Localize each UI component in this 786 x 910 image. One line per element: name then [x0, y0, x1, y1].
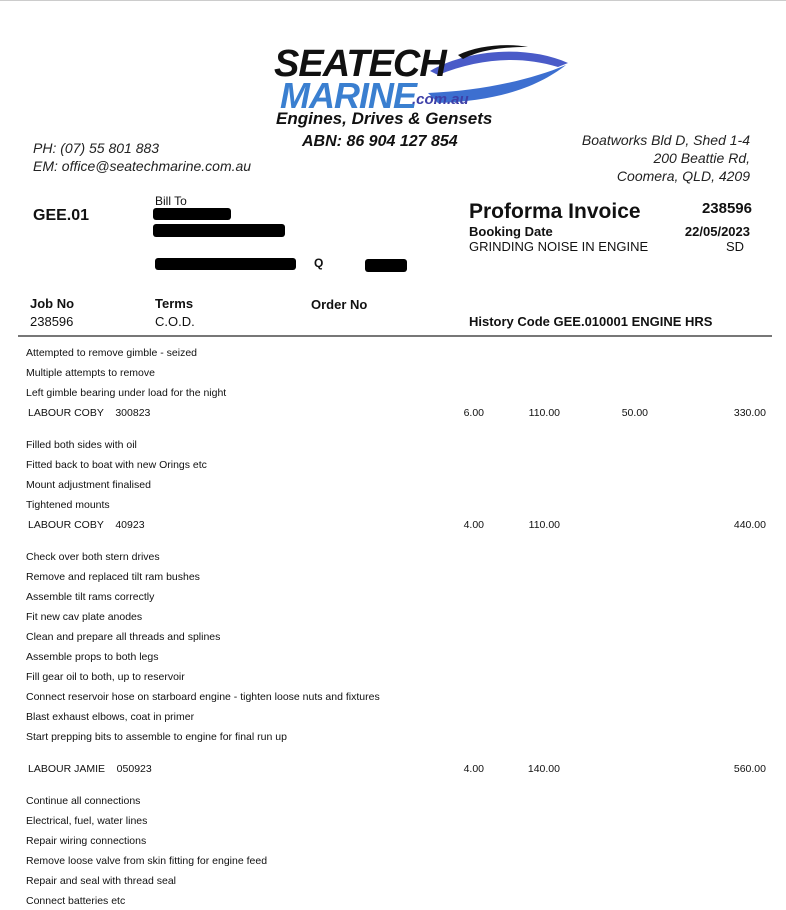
redacted-postcode — [365, 259, 407, 272]
work-line: Repair wiring connections — [26, 835, 147, 847]
work-line: Remove and replaced tilt ram bushes — [26, 571, 200, 583]
work-line: Multiple attempts to remove — [26, 367, 155, 379]
booking-date-label: Booking Date — [469, 224, 553, 239]
work-line: Filled both sides with oil — [26, 439, 137, 451]
company-logo: SEATECH MARINE .com.au Engines, Drives &… — [270, 41, 580, 151]
labour-hours: 6.00 — [463, 407, 484, 419]
labour-total: 330.00 — [733, 407, 766, 419]
work-line: Tightened mounts — [26, 499, 110, 511]
work-line: Start prepping bits to assemble to engin… — [26, 731, 287, 743]
labour-hours: 4.00 — [463, 519, 484, 531]
address-line: Boatworks Bld D, Shed 1-4 — [581, 132, 750, 148]
labour-extra: 50.00 — [621, 407, 648, 419]
work-line: Blast exhaust elbows, coat in primer — [26, 711, 195, 723]
work-line: Mount adjustment finalised — [26, 479, 151, 491]
labour-row: LABOUR JAMIE 050923 4.00 140.00 560.00 — [26, 759, 768, 779]
address-line: 200 Beattie Rd, — [653, 150, 750, 166]
work-line: Assemble props to both legs — [26, 651, 159, 663]
job-no-label: Job No — [30, 296, 75, 311]
work-line: Fitted back to boat with new Orings etc — [26, 459, 207, 471]
logo-text: SEATECH — [274, 43, 447, 85]
work-line: Fill gear oil to both, up to reservoir — [26, 671, 185, 683]
work-group: Attempted to remove gimble - seized Multi… — [26, 343, 768, 423]
labour-description: LABOUR COBY 40923 — [28, 519, 145, 531]
job-description: GRINDING NOISE IN ENGINE — [469, 239, 649, 254]
tagline: Engines, Drives & Gensets — [276, 109, 493, 128]
labour-description: LABOUR JAMIE 050923 — [28, 763, 152, 775]
work-group: Continue all connections Electrical, fuel… — [26, 791, 768, 910]
redacted-street — [153, 224, 285, 237]
labour-row: LABOUR COBY 40923 4.00 110.00 440.00 — [26, 515, 768, 535]
bill-to-label: Bill To — [155, 194, 187, 208]
work-line: Connect reservoir hose on starboard engi… — [26, 691, 380, 703]
work-line: Attempted to remove gimble - seized — [26, 347, 197, 359]
document-title: Proforma Invoice — [469, 200, 641, 223]
redacted-suburb — [155, 258, 296, 270]
divider — [18, 335, 772, 337]
labour-description: LABOUR COBY 300823 — [28, 407, 151, 419]
work-line: Assemble tilt rams correctly — [26, 591, 155, 603]
redacted-name — [153, 208, 231, 220]
work-line: Repair and seal with thread seal — [26, 875, 177, 887]
history-code: History Code GEE.010001 ENGINE HRS — [469, 314, 713, 329]
email: EM: office@seatechmarine.com.au — [33, 158, 252, 174]
state: Q — [314, 256, 324, 270]
work-line: Continue all connections — [26, 795, 141, 807]
labour-rate: 110.00 — [528, 519, 560, 531]
labour-rate: 110.00 — [528, 407, 560, 419]
terms: C.O.D. — [155, 314, 195, 329]
work-line: Check over both stern drives — [26, 551, 160, 563]
work-group: Filled both sides with oil Fitted back to… — [26, 435, 768, 535]
order-no-label: Order No — [311, 297, 368, 312]
booking-date: 22/05/2023 — [684, 224, 750, 239]
invoice-number: 238596 — [701, 200, 752, 217]
work-group: Check over both stern drives Remove and r… — [26, 547, 768, 779]
account-code: GEE.01 — [33, 207, 90, 224]
logo-text: MARINE — [280, 75, 417, 116]
work-line: Electrical, fuel, water lines — [26, 815, 148, 827]
work-line: Left gimble bearing under load for the n… — [26, 387, 227, 399]
terms-label: Terms — [155, 296, 194, 311]
logo-domain: .com.au — [412, 91, 469, 108]
initials: SD — [725, 239, 744, 254]
work-line: Clean and prepare all threads and spline… — [26, 631, 221, 643]
labour-hours: 4.00 — [463, 763, 484, 775]
labour-total: 440.00 — [733, 519, 766, 531]
work-line: Fit new cav plate anodes — [26, 611, 143, 623]
work-line: Connect batteries etc — [26, 895, 126, 907]
work-line: Remove loose valve from skin fitting for… — [26, 855, 268, 867]
address-line: Coomera, QLD, 4209 — [616, 168, 750, 184]
labour-total: 560.00 — [733, 763, 766, 775]
phone: PH: (07) 55 801 883 — [33, 140, 160, 156]
job-no: 238596 — [30, 314, 74, 329]
line-items: Attempted to remove gimble - seized Multi… — [26, 343, 768, 910]
labour-rate: 140.00 — [527, 763, 560, 775]
boat-logo-icon — [428, 45, 568, 103]
labour-row: LABOUR COBY 300823 6.00 110.00 50.00 330.00 — [26, 403, 768, 423]
abn: ABN: 86 904 127 854 — [302, 133, 458, 150]
